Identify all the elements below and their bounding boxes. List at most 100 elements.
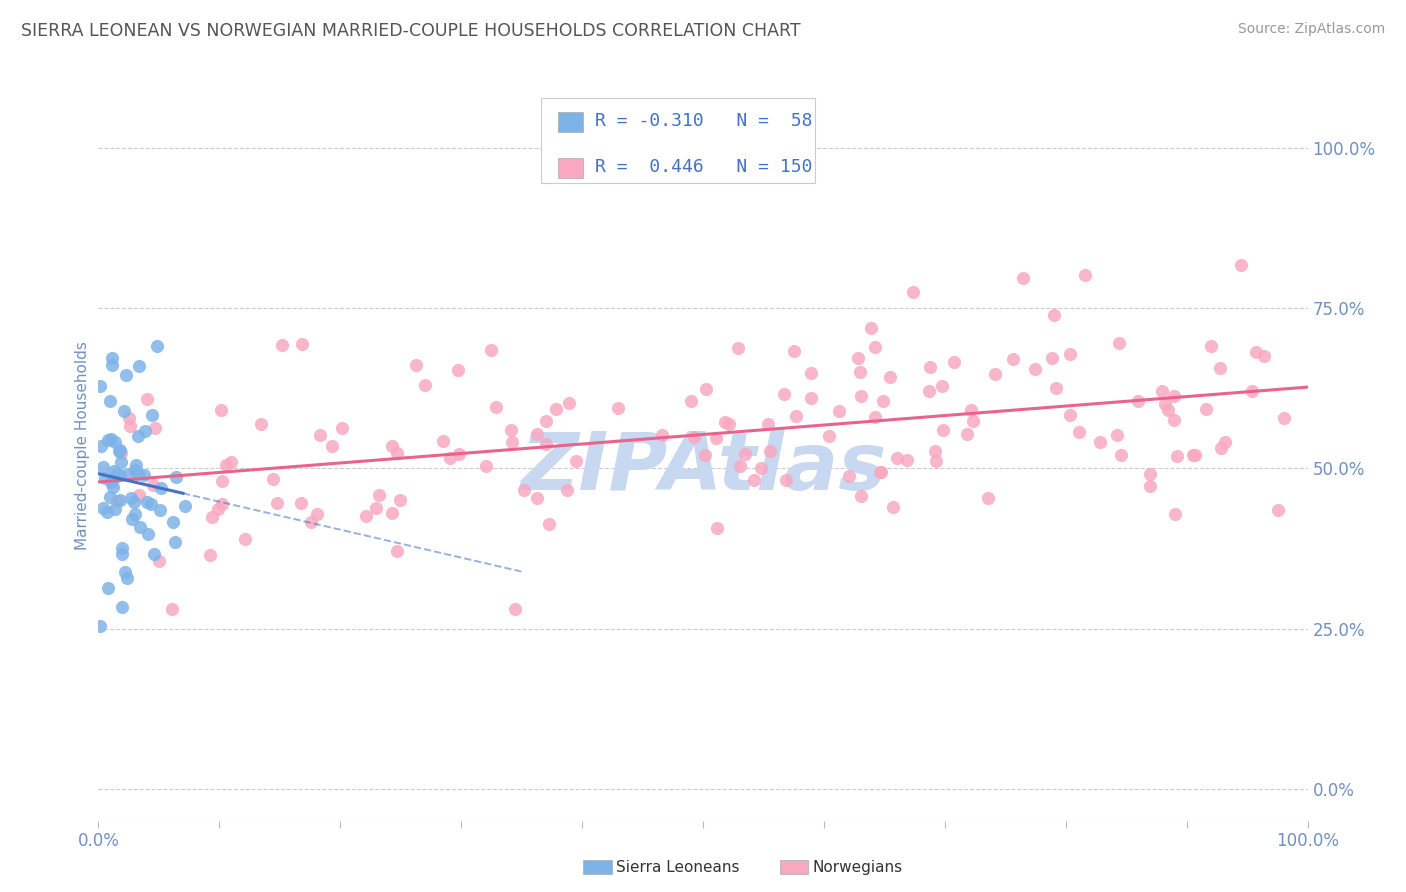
Point xyxy=(742,473,765,487)
Point xyxy=(120,418,142,433)
Point xyxy=(679,393,702,408)
Point xyxy=(818,429,841,443)
Point xyxy=(499,423,522,437)
Point xyxy=(882,500,904,515)
Point xyxy=(695,382,717,396)
Point xyxy=(800,366,823,380)
Point xyxy=(865,409,887,424)
Point xyxy=(211,474,233,488)
Point xyxy=(143,421,166,435)
Point xyxy=(651,428,673,442)
Point xyxy=(100,393,122,408)
Point xyxy=(1024,362,1046,376)
Point xyxy=(405,358,427,372)
Point xyxy=(94,471,117,485)
Point xyxy=(381,506,404,520)
Point xyxy=(165,470,187,484)
Point xyxy=(1012,271,1035,285)
Point xyxy=(526,426,548,441)
Point xyxy=(943,355,966,369)
Point xyxy=(920,359,942,374)
Point xyxy=(148,554,170,568)
Point xyxy=(1156,403,1178,417)
Point xyxy=(1213,434,1236,449)
Point xyxy=(110,547,132,561)
Point xyxy=(108,442,131,457)
Point xyxy=(955,426,977,441)
Point xyxy=(128,488,150,502)
Point xyxy=(136,526,159,541)
Point xyxy=(91,501,114,516)
Point xyxy=(918,384,941,399)
Point xyxy=(544,402,567,417)
Point xyxy=(1139,479,1161,493)
Text: SIERRA LEONEAN VS NORWEGIAN MARRIED-COUPLE HOUSEHOLDS CORRELATION CHART: SIERRA LEONEAN VS NORWEGIAN MARRIED-COUP… xyxy=(21,22,800,40)
Point xyxy=(124,463,146,477)
Text: ZIPAtlas: ZIPAtlas xyxy=(520,429,886,508)
Point xyxy=(163,535,186,549)
Point xyxy=(132,467,155,482)
Point xyxy=(100,491,122,505)
Point xyxy=(886,451,908,466)
Point xyxy=(783,344,806,359)
Point xyxy=(1111,448,1133,462)
Text: Source: ZipAtlas.com: Source: ZipAtlas.com xyxy=(1237,22,1385,37)
Point xyxy=(869,465,891,479)
Point xyxy=(758,417,780,432)
Point xyxy=(849,389,872,403)
Point xyxy=(105,467,128,481)
Point xyxy=(1105,428,1128,442)
Point xyxy=(122,495,145,509)
Point xyxy=(299,515,322,529)
Text: R =  0.446   N = 150: R = 0.446 N = 150 xyxy=(595,158,813,176)
Point xyxy=(1184,449,1206,463)
Point xyxy=(1241,384,1264,398)
Point xyxy=(89,379,111,393)
Point xyxy=(103,502,125,516)
Point xyxy=(759,444,782,458)
Point xyxy=(896,453,918,467)
Point xyxy=(136,495,159,509)
Point xyxy=(749,461,772,475)
Point xyxy=(1040,351,1063,365)
Point xyxy=(139,497,162,511)
Point xyxy=(387,446,409,460)
Point xyxy=(931,378,953,392)
Point xyxy=(114,404,136,418)
Point xyxy=(924,444,946,458)
Point xyxy=(860,320,883,334)
Point xyxy=(1166,449,1188,463)
Point xyxy=(142,547,165,561)
Point xyxy=(479,343,502,357)
Point xyxy=(110,467,132,482)
Point xyxy=(728,459,751,474)
Point xyxy=(693,448,716,462)
Point xyxy=(1059,347,1081,361)
Point xyxy=(501,435,523,450)
Point xyxy=(266,496,288,510)
Point xyxy=(932,423,955,437)
Point xyxy=(1163,413,1185,427)
Point xyxy=(1253,349,1275,363)
Point xyxy=(1067,425,1090,439)
Point xyxy=(330,421,353,435)
Point xyxy=(271,338,294,352)
Point xyxy=(773,387,796,401)
Point xyxy=(1042,308,1064,322)
Point xyxy=(513,483,536,497)
Point xyxy=(872,393,894,408)
Point xyxy=(146,339,169,353)
Point xyxy=(485,400,508,414)
Point xyxy=(1199,339,1222,353)
Point xyxy=(149,503,172,517)
Point xyxy=(110,455,132,469)
Point xyxy=(959,403,981,417)
Point xyxy=(142,478,165,492)
Point xyxy=(432,434,454,448)
Point xyxy=(555,483,578,498)
Point xyxy=(104,435,127,450)
Point xyxy=(354,508,377,523)
Point xyxy=(96,505,118,519)
Point xyxy=(503,602,526,616)
Point xyxy=(128,359,150,373)
